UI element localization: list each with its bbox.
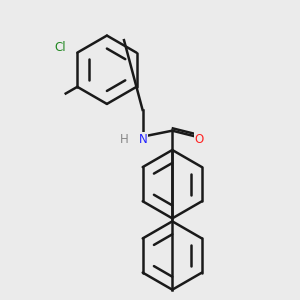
Text: N: N xyxy=(139,133,147,146)
Text: Cl: Cl xyxy=(54,41,66,54)
Text: H: H xyxy=(120,133,129,146)
Text: O: O xyxy=(194,133,204,146)
